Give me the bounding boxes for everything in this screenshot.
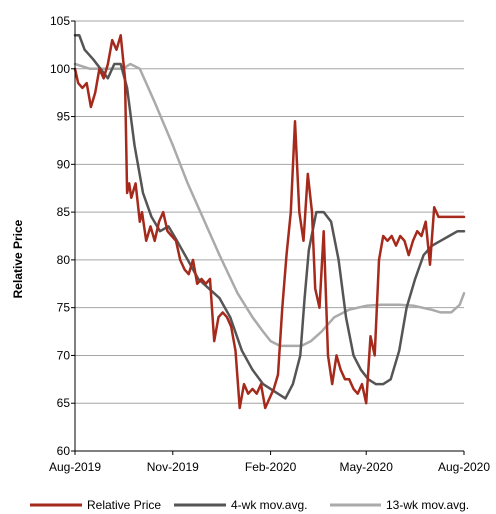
x-tick-0: Aug-2019 bbox=[49, 460, 101, 474]
x-tick-1: Nov-2019 bbox=[147, 460, 199, 474]
legend-label-13wk: 13-wk mov.avg. bbox=[386, 498, 469, 512]
legend-label-4wk: 4-wk mov.avg. bbox=[231, 498, 307, 512]
series-lines bbox=[73, 34, 466, 410]
y-tick-65: 65 bbox=[57, 396, 71, 410]
y-axis-label: Relative Price bbox=[11, 219, 25, 298]
y-tick-60: 60 bbox=[57, 444, 71, 458]
legend: Relative Price 4-wk mov.avg. 13-wk mov.a… bbox=[30, 498, 469, 512]
x-tick-labels: Aug-2019 Nov-2019 Feb-2020 May-2020 Aug-2020 bbox=[49, 460, 490, 474]
y-tick-75: 75 bbox=[57, 301, 71, 315]
legend-label-relative-price: Relative Price bbox=[87, 498, 161, 512]
y-tick-80: 80 bbox=[57, 253, 71, 267]
y-tick-90: 90 bbox=[57, 157, 71, 171]
axes bbox=[71, 20, 465, 455]
y-tick-95: 95 bbox=[57, 110, 71, 124]
series-line-2 bbox=[73, 62, 466, 348]
y-tick-105: 105 bbox=[50, 14, 70, 28]
x-tick-2: Feb-2020 bbox=[245, 460, 297, 474]
y-tick-85: 85 bbox=[57, 205, 71, 219]
series-line-0 bbox=[73, 34, 466, 410]
x-tick-3: May-2020 bbox=[340, 460, 394, 474]
y-tick-labels: 60 65 70 75 80 85 90 95 100 105 bbox=[50, 14, 70, 458]
y-tick-70: 70 bbox=[57, 348, 71, 362]
x-tick-4: Aug-2020 bbox=[438, 460, 490, 474]
series-line-1 bbox=[73, 34, 466, 400]
gridlines bbox=[75, 20, 464, 404]
y-tick-100: 100 bbox=[50, 62, 70, 76]
